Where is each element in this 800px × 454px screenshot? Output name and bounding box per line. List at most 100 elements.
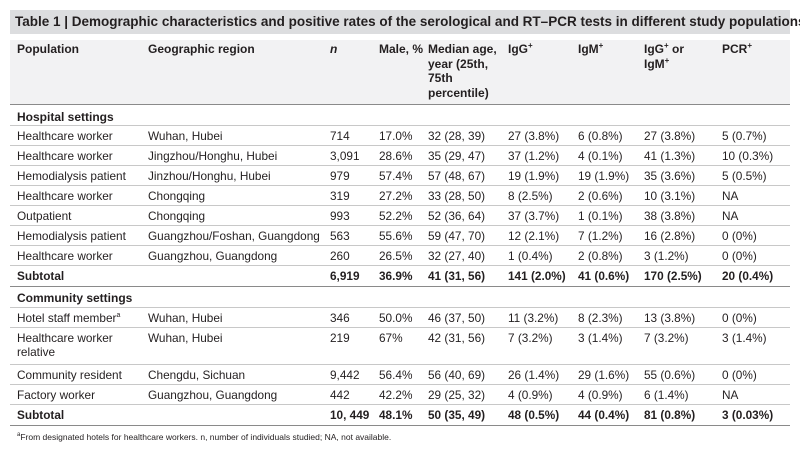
subtotal-n: 10, 449	[330, 408, 370, 422]
cell-text: Chongqing	[148, 189, 206, 203]
cell-text: 6 (1.4%)	[644, 388, 689, 402]
cell-text: 13 (3.8%)	[644, 311, 696, 325]
cell-text: Healthcare worker relative	[17, 331, 113, 359]
cell-text: 42 (31, 56)	[428, 331, 486, 345]
cell-region: Jinzhou/Honghu, Hubei	[148, 169, 328, 183]
cell-population: Hotel staff membera	[17, 311, 145, 325]
subtotal-igg-or-igm: 81 (0.8%)	[644, 408, 696, 422]
section-title: Hospital settings	[17, 110, 114, 124]
subtotal-igm: 44 (0.4%)	[578, 408, 630, 422]
plus-superscript: +	[528, 41, 533, 50]
footnote-text: From designated hotels for healthcare wo…	[20, 432, 392, 442]
subtotal-igg: 48 (0.5%)	[508, 408, 560, 422]
cell-population: Hemodialysis patient	[17, 169, 145, 183]
cell-population: Outpatient	[17, 209, 145, 223]
cell-text: Wuhan, Hubei	[148, 311, 223, 325]
cell-median-age: 57 (48, 67)	[428, 169, 506, 183]
cell-text: Chengdu, Sichuan	[148, 368, 246, 382]
cell-region: Guangzhou/Foshan, Guangdong	[148, 229, 328, 243]
cell-male: 27.2%	[379, 189, 427, 203]
header-igg: IgG+	[508, 42, 578, 57]
header-median-age: Median age, year (25th, 75th percentile)	[428, 42, 497, 100]
cell-population: Healthcare worker	[17, 149, 145, 163]
cell-igg: 7 (3.2%)	[508, 331, 578, 345]
cell-text: 57 (48, 67)	[428, 169, 486, 183]
subtotal-median-age: 41 (31, 56)	[428, 269, 486, 283]
header-igm-part: IgM	[644, 56, 665, 71]
cell-text: 9,442	[330, 368, 360, 382]
cell-text: 219	[330, 331, 350, 345]
row-divider	[10, 145, 790, 146]
cell-text: 1 (0.1%)	[578, 209, 623, 223]
cell-population: Healthcare worker relative	[17, 331, 135, 359]
cell-text: 3 (1.4%)	[722, 331, 767, 345]
cell-male: 17.0%	[379, 129, 427, 143]
cell-igm: 6 (0.8%)	[578, 129, 644, 143]
header-male: Male, %	[379, 42, 424, 56]
cell-male: 52.2%	[379, 209, 427, 223]
cell-igg-or-igm: 6 (1.4%)	[644, 388, 724, 402]
cell-text: 0 (0%)	[722, 311, 757, 325]
row-divider	[10, 245, 790, 246]
cell-text: 50.0%	[379, 311, 413, 325]
cell-text: 67%	[379, 331, 403, 345]
row-divider	[10, 265, 790, 266]
cell-population: Factory worker	[17, 388, 145, 402]
cell-text: 38 (3.8%)	[644, 209, 696, 223]
cell-male: 56.4%	[379, 368, 427, 382]
cell-igm: 4 (0.9%)	[578, 388, 644, 402]
cell-text: 260	[330, 249, 350, 263]
plus-superscript: +	[747, 41, 753, 50]
cell-median-age: 46 (37, 50)	[428, 311, 506, 325]
footnote-marker: a	[116, 312, 121, 320]
cell-text: Healthcare worker	[17, 189, 113, 203]
table-footnote: aFrom designated hotels for healthcare w…	[17, 432, 787, 442]
cell-igg: 4 (0.9%)	[508, 388, 578, 402]
cell-igg-or-igm: 35 (3.6%)	[644, 169, 724, 183]
cell-igm: 1 (0.1%)	[578, 209, 644, 223]
row-divider	[10, 404, 790, 405]
cell-igg: 19 (1.9%)	[508, 169, 578, 183]
cell-text: 27 (3.8%)	[508, 129, 560, 143]
cell-text: Guangzhou, Guangdong	[148, 249, 278, 263]
cell-n: 979	[330, 169, 378, 183]
cell-igm: 7 (1.2%)	[578, 229, 644, 243]
cell-text: 8 (2.5%)	[508, 189, 553, 203]
cell-text: 42.2%	[379, 388, 413, 402]
cell-population: Healthcare worker	[17, 249, 145, 263]
cell-text: 41 (1.3%)	[644, 149, 696, 163]
cell-text: 27 (3.8%)	[644, 129, 696, 143]
cell-text: 11 (3.2%)	[508, 311, 559, 325]
cell-region: Guangzhou, Guangdong	[148, 388, 328, 402]
cell-population: Hemodialysis patient	[17, 229, 145, 243]
cell-text: 26 (1.4%)	[508, 368, 560, 382]
cell-text: 37 (3.7%)	[508, 209, 560, 223]
cell-text: 57.4%	[379, 169, 413, 183]
cell-text: 32 (28, 39)	[428, 129, 486, 143]
cell-text: 319	[330, 189, 350, 203]
cell-igg: 12 (2.1%)	[508, 229, 578, 243]
header-igm: IgM+	[578, 42, 644, 57]
cell-text: 16 (2.8%)	[644, 229, 696, 243]
plus-superscript: +	[598, 41, 604, 50]
subtotal-male: 48.1%	[379, 408, 413, 422]
cell-text: NA	[722, 388, 739, 402]
cell-text: 35 (3.6%)	[644, 169, 696, 183]
cell-igg-or-igm: 27 (3.8%)	[644, 129, 724, 143]
cell-text: 10 (3.1%)	[644, 189, 696, 203]
cell-n: 993	[330, 209, 378, 223]
cell-text: Factory worker	[17, 388, 96, 402]
table-title: Table 1 | Demographic characteristics an…	[10, 10, 800, 34]
cell-text: 55.6%	[379, 229, 413, 243]
cell-male: 50.0%	[379, 311, 427, 325]
table-header: Population Geographic region n Male, % M…	[10, 40, 790, 104]
cell-text: 33 (28, 50)	[428, 189, 486, 203]
cell-text: 4 (0.9%)	[508, 388, 553, 402]
cell-igg-or-igm: 38 (3.8%)	[644, 209, 724, 223]
cell-text: 442	[330, 388, 350, 402]
cell-pcr: 5 (0.7%)	[722, 129, 788, 143]
subtotal-igg: 141 (2.0%)	[508, 269, 566, 283]
row-divider	[10, 165, 790, 166]
cell-median-age: 32 (27, 40)	[428, 249, 506, 263]
header-pcr-text: PCR	[722, 42, 748, 56]
